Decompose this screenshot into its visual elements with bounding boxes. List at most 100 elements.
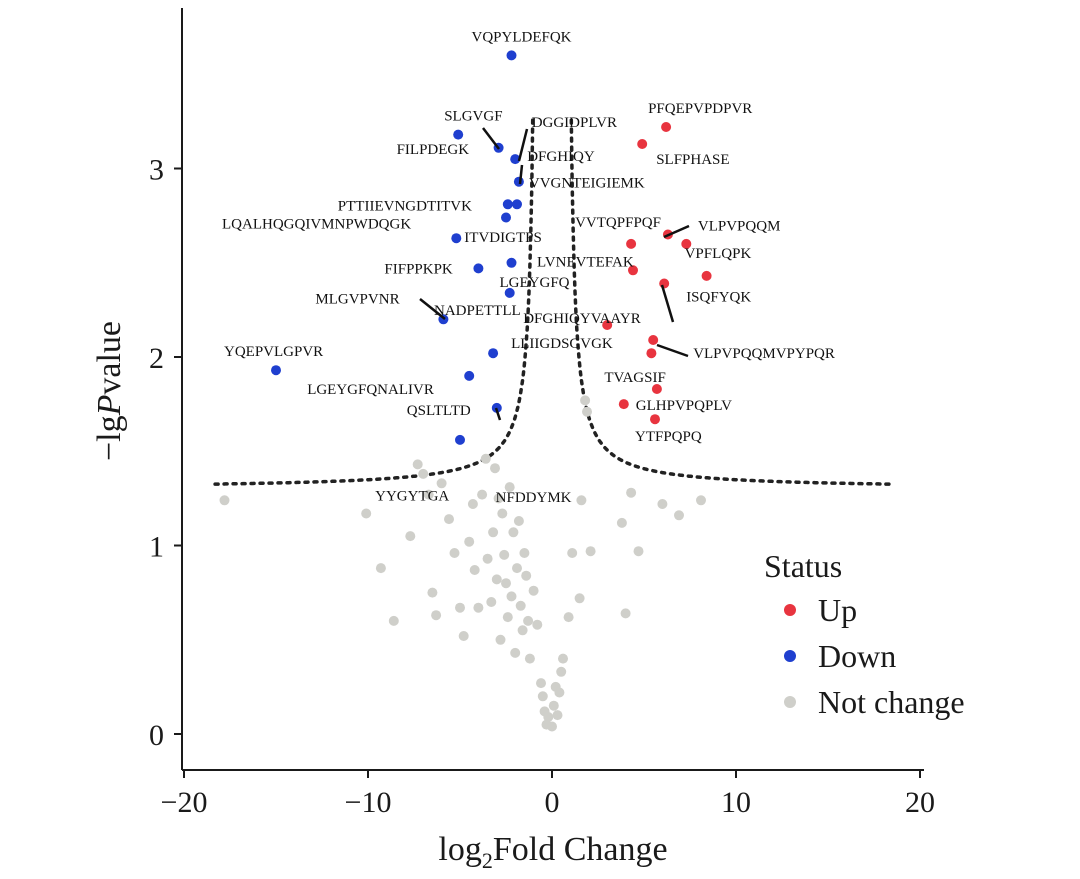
- down-point: [464, 370, 475, 381]
- not-change-point: [517, 625, 528, 636]
- up-point: [701, 270, 712, 281]
- not-change-point: [537, 691, 548, 702]
- point-label: SLGVGF: [444, 109, 502, 125]
- point-label: GLHPVPQPLV: [636, 398, 732, 414]
- leader-line: [660, 284, 675, 323]
- not-change-point: [458, 631, 469, 641]
- not-change-point: [455, 602, 465, 613]
- not-change-point: [444, 514, 454, 525]
- point-label: SLFPHASE: [656, 152, 729, 168]
- not-change-point: [620, 608, 631, 619]
- watermark-text: 大数跨境: [6, 850, 78, 871]
- up-point: [646, 348, 657, 359]
- not-change-point: [582, 406, 592, 417]
- point-label: VLPVPQQMVPYPQR: [693, 346, 835, 362]
- not-change-point: [576, 495, 587, 506]
- not-change-point: [412, 459, 423, 470]
- down-point: [488, 348, 499, 359]
- not-change-point: [626, 487, 637, 498]
- leader-line: [518, 164, 524, 185]
- down-point: [453, 129, 464, 140]
- not-change-point: [524, 653, 535, 664]
- legend-label: Not change: [818, 684, 965, 720]
- point-label: DFGHIQYVAAYR: [523, 311, 641, 327]
- point-label: YQEPVLGPVR: [224, 344, 323, 360]
- up-point: [651, 384, 662, 394]
- not-change-point: [515, 600, 526, 611]
- point-label: PFQEPVPDPVR: [648, 101, 752, 117]
- not-change-point: [467, 499, 478, 509]
- not-change-point: [449, 548, 460, 558]
- x-tick-label: −20: [161, 786, 208, 819]
- not-change-point: [508, 527, 519, 538]
- up-point: [681, 238, 692, 249]
- leader-line: [517, 128, 529, 162]
- not-change-point: [536, 678, 546, 689]
- up-point: [637, 139, 648, 149]
- y-axis-title: −lgPvalue: [91, 321, 128, 461]
- label-leader-lines: [419, 127, 690, 421]
- up-point: [659, 278, 670, 289]
- not-change-point: [477, 489, 488, 500]
- not-change-point: [495, 634, 506, 645]
- legend-marker: [784, 650, 796, 662]
- point-label: YTFPQPQ: [635, 429, 702, 445]
- not-change-point: [547, 721, 557, 732]
- point-label: ITVDIGTPS: [464, 230, 542, 246]
- up-point: [618, 399, 629, 410]
- point-label: FIFPPKPK: [384, 261, 453, 277]
- not-change-point: [405, 531, 416, 542]
- not-change-point: [490, 463, 500, 474]
- not-change-point: [499, 549, 510, 560]
- not-change-point: [486, 597, 497, 607]
- not-change-point: [513, 516, 524, 526]
- point-label: LGEYGFQ: [500, 275, 570, 291]
- down-point: [502, 199, 513, 210]
- legend-title: Status: [764, 548, 842, 584]
- x-tick-label: 20: [905, 786, 935, 819]
- y-tick-label: 1: [149, 531, 164, 564]
- not-change-point: [696, 495, 706, 506]
- x-tick-label: 0: [545, 786, 560, 819]
- point-label: LGEYGFQNALIVR: [307, 382, 434, 398]
- leader-line: [419, 298, 446, 320]
- not-change-point: [418, 468, 429, 479]
- free-label: NFDDYMK: [496, 490, 572, 506]
- free-label: YYGYTGA: [375, 488, 449, 504]
- leader-line: [656, 343, 689, 358]
- not-change-point: [521, 570, 532, 581]
- not-change-point: [464, 536, 475, 547]
- up-point: [602, 320, 613, 330]
- down-point: [512, 199, 522, 210]
- point-label: LLIIGDSGVGK: [511, 336, 613, 352]
- not-change-point: [491, 574, 502, 585]
- not-change-point: [427, 587, 438, 598]
- not-change-point: [512, 563, 522, 574]
- y-tick-label: 0: [149, 719, 164, 752]
- not-change-point: [519, 548, 530, 558]
- not-change-point: [436, 478, 447, 489]
- y-tick-label: 3: [149, 154, 164, 187]
- leader-line: [663, 224, 690, 239]
- down-point: [506, 257, 517, 268]
- point-label: FILPDEGK: [397, 142, 470, 158]
- not-change-point: [580, 395, 591, 406]
- point-labels: PFQEPVPDPVR SLFPHASE VLPVPQQM VVTQPFPQF VPFL…: [222, 29, 835, 506]
- not-change-point: [469, 565, 480, 575]
- not-change-point: [482, 553, 493, 564]
- not-change-point: [488, 527, 499, 538]
- up-point: [648, 335, 659, 345]
- not-change-point: [567, 548, 578, 558]
- not-change-point: [674, 510, 684, 521]
- not-change-point: [523, 615, 534, 626]
- legend-marker: [784, 696, 796, 708]
- up-point: [628, 265, 638, 276]
- not-change-point: [574, 593, 585, 604]
- not-change-point: [502, 612, 513, 623]
- not-change-point: [501, 578, 511, 589]
- point-label: TVAGSIF: [604, 370, 665, 386]
- axes: −20 −10 0 10 20 0 1 2 3 log2Fold Change −lgPvalue: [91, 8, 935, 873]
- down-point: [455, 434, 465, 445]
- down-point: [506, 50, 517, 61]
- down-point: [501, 212, 511, 223]
